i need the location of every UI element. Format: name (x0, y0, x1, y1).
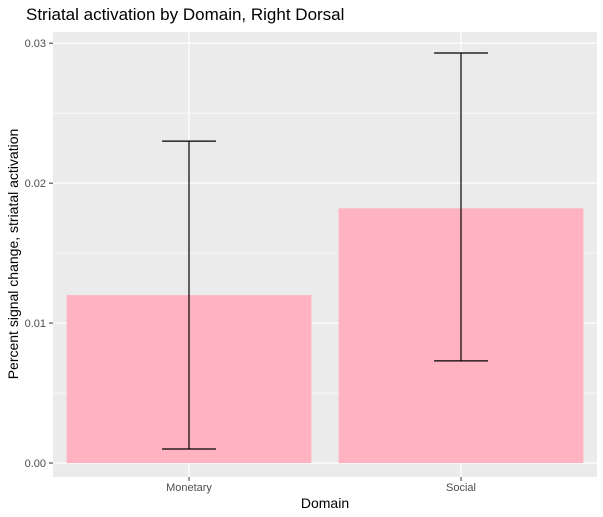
y-tick-label: 0.00 (25, 458, 46, 470)
y-tick-label: 0.03 (25, 38, 46, 50)
y-axis: 0.00 0.01 0.02 0.03 (25, 38, 53, 470)
y-tick-label: 0.02 (25, 178, 46, 190)
x-axis-title: Domain (301, 495, 349, 511)
chart-title: Striatal activation by Domain, Right Dor… (26, 5, 344, 24)
x-tick-label: Monetary (166, 482, 212, 494)
y-axis-title: Percent signal change, striatal activati… (5, 129, 21, 380)
error-bars (162, 52, 488, 450)
x-axis: Monetary Social (166, 477, 476, 494)
y-tick-label: 0.01 (25, 318, 46, 330)
x-tick-label: Social (446, 482, 476, 494)
